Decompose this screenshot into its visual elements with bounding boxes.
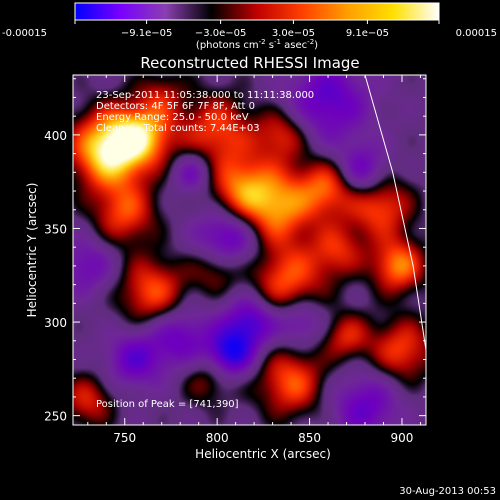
y-tick-label: 300 bbox=[44, 316, 67, 330]
axis-ticks: 750 800 850 900 250 300 350 400 bbox=[44, 75, 426, 445]
x-tick-label: 850 bbox=[298, 431, 321, 445]
chart-title: Reconstructed RHESSI Image bbox=[140, 54, 359, 72]
colorbar-tick-label: 9.1e−05 bbox=[346, 28, 389, 39]
y-axis-label: Heliocentric Y (arcsec) bbox=[25, 183, 39, 318]
colorbar-gradient bbox=[74, 2, 440, 21]
heatmap-raster bbox=[73, 75, 426, 425]
y-tick-label: 250 bbox=[44, 410, 67, 424]
annotation-time-range: 23-Sep-2011 11:05:38.000 to 11:11:38.000 bbox=[96, 90, 314, 101]
colorbar-tick-label: 0.00015 bbox=[456, 28, 497, 39]
x-tick-label: 800 bbox=[206, 431, 229, 445]
heatmap-image bbox=[73, 75, 426, 425]
render-timestamp: 30-Aug-2013 00:53 bbox=[399, 486, 496, 497]
annotation-energy-range: Energy Range: 25.0 - 50.0 keV bbox=[96, 112, 249, 123]
colorbar: -0.00015 −9.1e−05 −3.0e−05 3.0e−05 9.1e−05 0.… bbox=[2, 2, 497, 51]
x-tick-label: 900 bbox=[391, 431, 414, 445]
annotation-block: 23-Sep-2011 11:05:38.000 to 11:11:38.000… bbox=[96, 90, 314, 410]
colorbar-tick-label: -0.00015 bbox=[2, 28, 47, 39]
colorbar-tick-label: −3.0e−05 bbox=[195, 28, 247, 39]
colorbar-units: (photons cm-2 s-1 asec-2) bbox=[196, 38, 318, 51]
annotation-detectors: Detectors: 4F 5F 6F 7F 8F, Att 0 bbox=[96, 101, 255, 112]
y-tick-label: 350 bbox=[44, 222, 67, 236]
x-tick-label: 750 bbox=[113, 431, 136, 445]
colorbar-tick-label: −9.1e−05 bbox=[121, 28, 173, 39]
colorbar-ticks: -0.00015 −9.1e−05 −3.0e−05 3.0e−05 9.1e−05 0.… bbox=[2, 20, 497, 39]
peak-position-label: Position of Peak = [741,390] bbox=[96, 399, 239, 410]
solar-limb-curve bbox=[364, 75, 426, 351]
plot-frame bbox=[72, 74, 427, 426]
colorbar-tick-label: 3.0e−05 bbox=[272, 28, 315, 39]
x-axis-label: Heliocentric X (arcsec) bbox=[195, 447, 331, 461]
annotation-counts: Clean Total counts: 7.44E+03 bbox=[96, 123, 260, 134]
y-tick-label: 400 bbox=[44, 129, 67, 143]
